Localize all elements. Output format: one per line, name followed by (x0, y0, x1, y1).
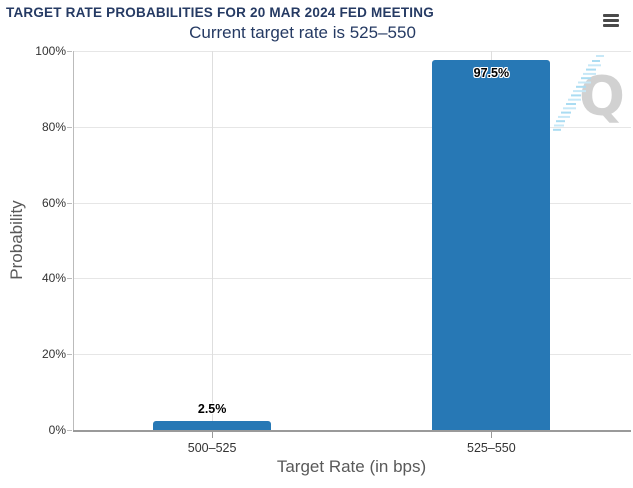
y-gridline (72, 354, 631, 356)
y-tick-label: 100% (35, 44, 66, 58)
chart-subtitle: Current target rate is 525–550 (189, 23, 416, 42)
y-tick-mark (67, 354, 72, 356)
chart-title: TARGET RATE PROBABILITIES FOR 20 MAR 202… (6, 5, 434, 20)
y-tick-mark (67, 430, 72, 431)
x-tick-mark (212, 432, 214, 438)
bar-value-label: 97.5% (473, 66, 510, 81)
y-gridline (72, 126, 631, 128)
y-tick-label: 80% (41, 119, 66, 134)
y-tick-mark (67, 202, 72, 204)
hamburger-menu-icon (603, 18, 619, 22)
y-tick-label: 40% (41, 271, 66, 286)
x-gridline (212, 51, 214, 430)
chart-context-menu-button[interactable] (603, 11, 625, 29)
probability-bar[interactable] (432, 60, 551, 430)
y-tick-label: 0% (48, 423, 66, 437)
y-tick-mark (67, 51, 72, 52)
y-gridline (72, 202, 631, 204)
watermark-dashes (553, 55, 604, 131)
y-tick-mark (67, 126, 72, 128)
x-axis-line (72, 430, 631, 432)
hamburger-menu-icon (603, 13, 619, 17)
hamburger-menu-icon (603, 23, 619, 27)
y-tick-label: 20% (41, 347, 66, 362)
y-axis-title: Probability (7, 200, 26, 280)
watermark-q-letter: Q (579, 65, 625, 128)
bar-value-label: 2.5% (197, 401, 227, 416)
y-axis-line (72, 51, 74, 430)
probability-bar[interactable] (153, 420, 272, 430)
x-tick-label: 500–525 (187, 441, 237, 455)
x-axis-title: Target Rate (in bps) (276, 457, 427, 476)
y-tick-mark (67, 278, 72, 280)
x-tick-mark (491, 432, 493, 438)
y-tick-label: 60% (41, 195, 66, 210)
quikstrike-watermark: Q (552, 52, 633, 136)
y-gridline (72, 51, 631, 52)
y-gridline (72, 278, 631, 280)
x-tick-label: 525–550 (467, 441, 516, 455)
